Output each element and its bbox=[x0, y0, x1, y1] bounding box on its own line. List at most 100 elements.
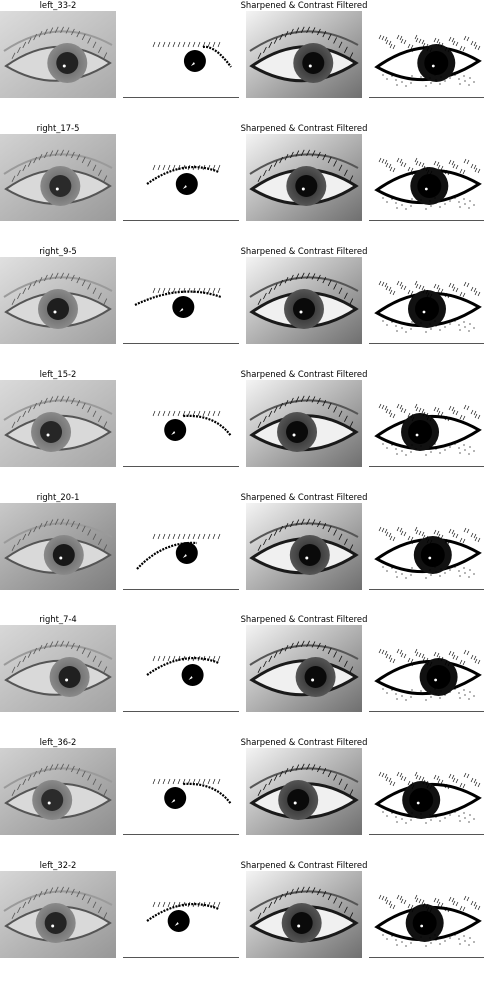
figure-row: right_20-1 Sharpened & Contrast Filtered bbox=[0, 492, 484, 615]
binary-mask-image-graphic bbox=[123, 871, 239, 958]
sharpened-eye-image-graphic bbox=[246, 625, 362, 712]
panel-bottom-border bbox=[369, 97, 484, 98]
panel-bottom-border bbox=[123, 711, 239, 712]
sharpened-eye-image bbox=[246, 11, 362, 98]
original-eye-image bbox=[0, 380, 116, 467]
original-eye-image-graphic bbox=[0, 11, 116, 98]
contrast-filtered-image-graphic bbox=[369, 257, 484, 344]
eye-comparison-figure: left_33-2 Sharpened & Contrast Filtered ri… bbox=[0, 0, 484, 958]
panel-bottom-border bbox=[123, 589, 239, 590]
contrast-filtered-image bbox=[369, 871, 484, 958]
original-eye-image bbox=[0, 625, 116, 712]
original-eye-image-graphic bbox=[0, 748, 116, 835]
panel-bottom-border bbox=[369, 466, 484, 467]
sharpened-eye-image bbox=[246, 134, 362, 221]
contrast-filtered-image bbox=[369, 380, 484, 467]
panel-bottom-border bbox=[123, 343, 239, 344]
binary-mask-image bbox=[123, 134, 239, 221]
contrast-filtered-image-graphic bbox=[369, 503, 484, 590]
original-eye-image bbox=[0, 871, 116, 958]
original-eye-image-graphic bbox=[0, 380, 116, 467]
contrast-filtered-image bbox=[369, 625, 484, 712]
contrast-filtered-image bbox=[369, 257, 484, 344]
contrast-filtered-image-graphic bbox=[369, 11, 484, 98]
contrast-filtered-image-graphic bbox=[369, 380, 484, 467]
sharpened-eye-image bbox=[246, 503, 362, 590]
original-image-title: right_9-5 bbox=[39, 246, 77, 256]
panel-bottom-border bbox=[123, 220, 239, 221]
sharpened-filtered-title: Sharpened & Contrast Filtered bbox=[240, 737, 368, 747]
binary-mask-image bbox=[123, 503, 239, 590]
sharpened-eye-image bbox=[246, 257, 362, 344]
contrast-filtered-image bbox=[369, 503, 484, 590]
binary-mask-image bbox=[123, 257, 239, 344]
sharpened-eye-image bbox=[246, 380, 362, 467]
binary-mask-image-graphic bbox=[123, 11, 239, 98]
panel-bottom-border bbox=[123, 834, 239, 835]
original-eye-image-graphic bbox=[0, 134, 116, 221]
original-eye-image bbox=[0, 11, 116, 98]
sharpened-eye-image bbox=[246, 871, 362, 958]
panel-bottom-border bbox=[369, 589, 484, 590]
sharpened-filtered-title: Sharpened & Contrast Filtered bbox=[240, 369, 368, 379]
binary-mask-image-graphic bbox=[123, 257, 239, 344]
binary-mask-image bbox=[123, 871, 239, 958]
panel-bottom-border bbox=[369, 220, 484, 221]
figure-row: left_32-2 Sharpened & Contrast Filtered bbox=[0, 860, 484, 983]
original-eye-image-graphic bbox=[0, 871, 116, 958]
sharpened-eye-image-graphic bbox=[246, 871, 362, 958]
original-eye-image bbox=[0, 257, 116, 344]
original-eye-image bbox=[0, 748, 116, 835]
figure-row: left_15-2 Sharpened & Contrast Filtered bbox=[0, 369, 484, 492]
figure-row: left_33-2 Sharpened & Contrast Filtered bbox=[0, 0, 484, 123]
figure-row: right_9-5 Sharpened & Contrast Filtered bbox=[0, 246, 484, 369]
sharpened-filtered-title: Sharpened & Contrast Filtered bbox=[240, 0, 368, 10]
sharpened-eye-image-graphic bbox=[246, 503, 362, 590]
binary-mask-image bbox=[123, 11, 239, 98]
sharpened-eye-image-graphic bbox=[246, 380, 362, 467]
sharpened-eye-image-graphic bbox=[246, 257, 362, 344]
sharpened-eye-image-graphic bbox=[246, 11, 362, 98]
contrast-filtered-image bbox=[369, 134, 484, 221]
panel-bottom-border bbox=[123, 97, 239, 98]
figure-row: right_17-5 Sharpened & Contrast Filtered bbox=[0, 123, 484, 246]
sharpened-eye-image bbox=[246, 625, 362, 712]
panel-bottom-border bbox=[369, 834, 484, 835]
sharpened-eye-image-graphic bbox=[246, 748, 362, 835]
panel-bottom-border bbox=[369, 711, 484, 712]
panel-bottom-border bbox=[369, 343, 484, 344]
binary-mask-image-graphic bbox=[123, 134, 239, 221]
binary-mask-image bbox=[123, 748, 239, 835]
sharpened-eye-image bbox=[246, 748, 362, 835]
binary-mask-image-graphic bbox=[123, 503, 239, 590]
contrast-filtered-image bbox=[369, 11, 484, 98]
binary-mask-image bbox=[123, 625, 239, 712]
sharpened-filtered-title: Sharpened & Contrast Filtered bbox=[240, 123, 368, 133]
original-eye-image bbox=[0, 503, 116, 590]
sharpened-filtered-title: Sharpened & Contrast Filtered bbox=[240, 614, 368, 624]
sharpened-filtered-title: Sharpened & Contrast Filtered bbox=[240, 860, 368, 870]
sharpened-filtered-title: Sharpened & Contrast Filtered bbox=[240, 246, 368, 256]
figure-row: right_7-4 Sharpened & Contrast Filtered bbox=[0, 614, 484, 737]
original-image-title: left_32-2 bbox=[39, 860, 77, 870]
contrast-filtered-image-graphic bbox=[369, 134, 484, 221]
sharpened-filtered-title: Sharpened & Contrast Filtered bbox=[240, 492, 368, 502]
contrast-filtered-image bbox=[369, 748, 484, 835]
binary-mask-image-graphic bbox=[123, 748, 239, 835]
binary-mask-image bbox=[123, 380, 239, 467]
original-image-title: left_33-2 bbox=[39, 0, 77, 10]
panel-bottom-border bbox=[123, 466, 239, 467]
original-eye-image bbox=[0, 134, 116, 221]
original-image-title: right_7-4 bbox=[39, 614, 77, 624]
contrast-filtered-image-graphic bbox=[369, 748, 484, 835]
original-image-title: right_20-1 bbox=[36, 492, 80, 502]
original-image-title: left_36-2 bbox=[39, 737, 77, 747]
sharpened-eye-image-graphic bbox=[246, 134, 362, 221]
contrast-filtered-image-graphic bbox=[369, 625, 484, 712]
original-eye-image-graphic bbox=[0, 503, 116, 590]
original-image-title: right_17-5 bbox=[36, 123, 80, 133]
original-eye-image-graphic bbox=[0, 625, 116, 712]
binary-mask-image-graphic bbox=[123, 380, 239, 467]
contrast-filtered-image-graphic bbox=[369, 871, 484, 958]
binary-mask-image-graphic bbox=[123, 625, 239, 712]
